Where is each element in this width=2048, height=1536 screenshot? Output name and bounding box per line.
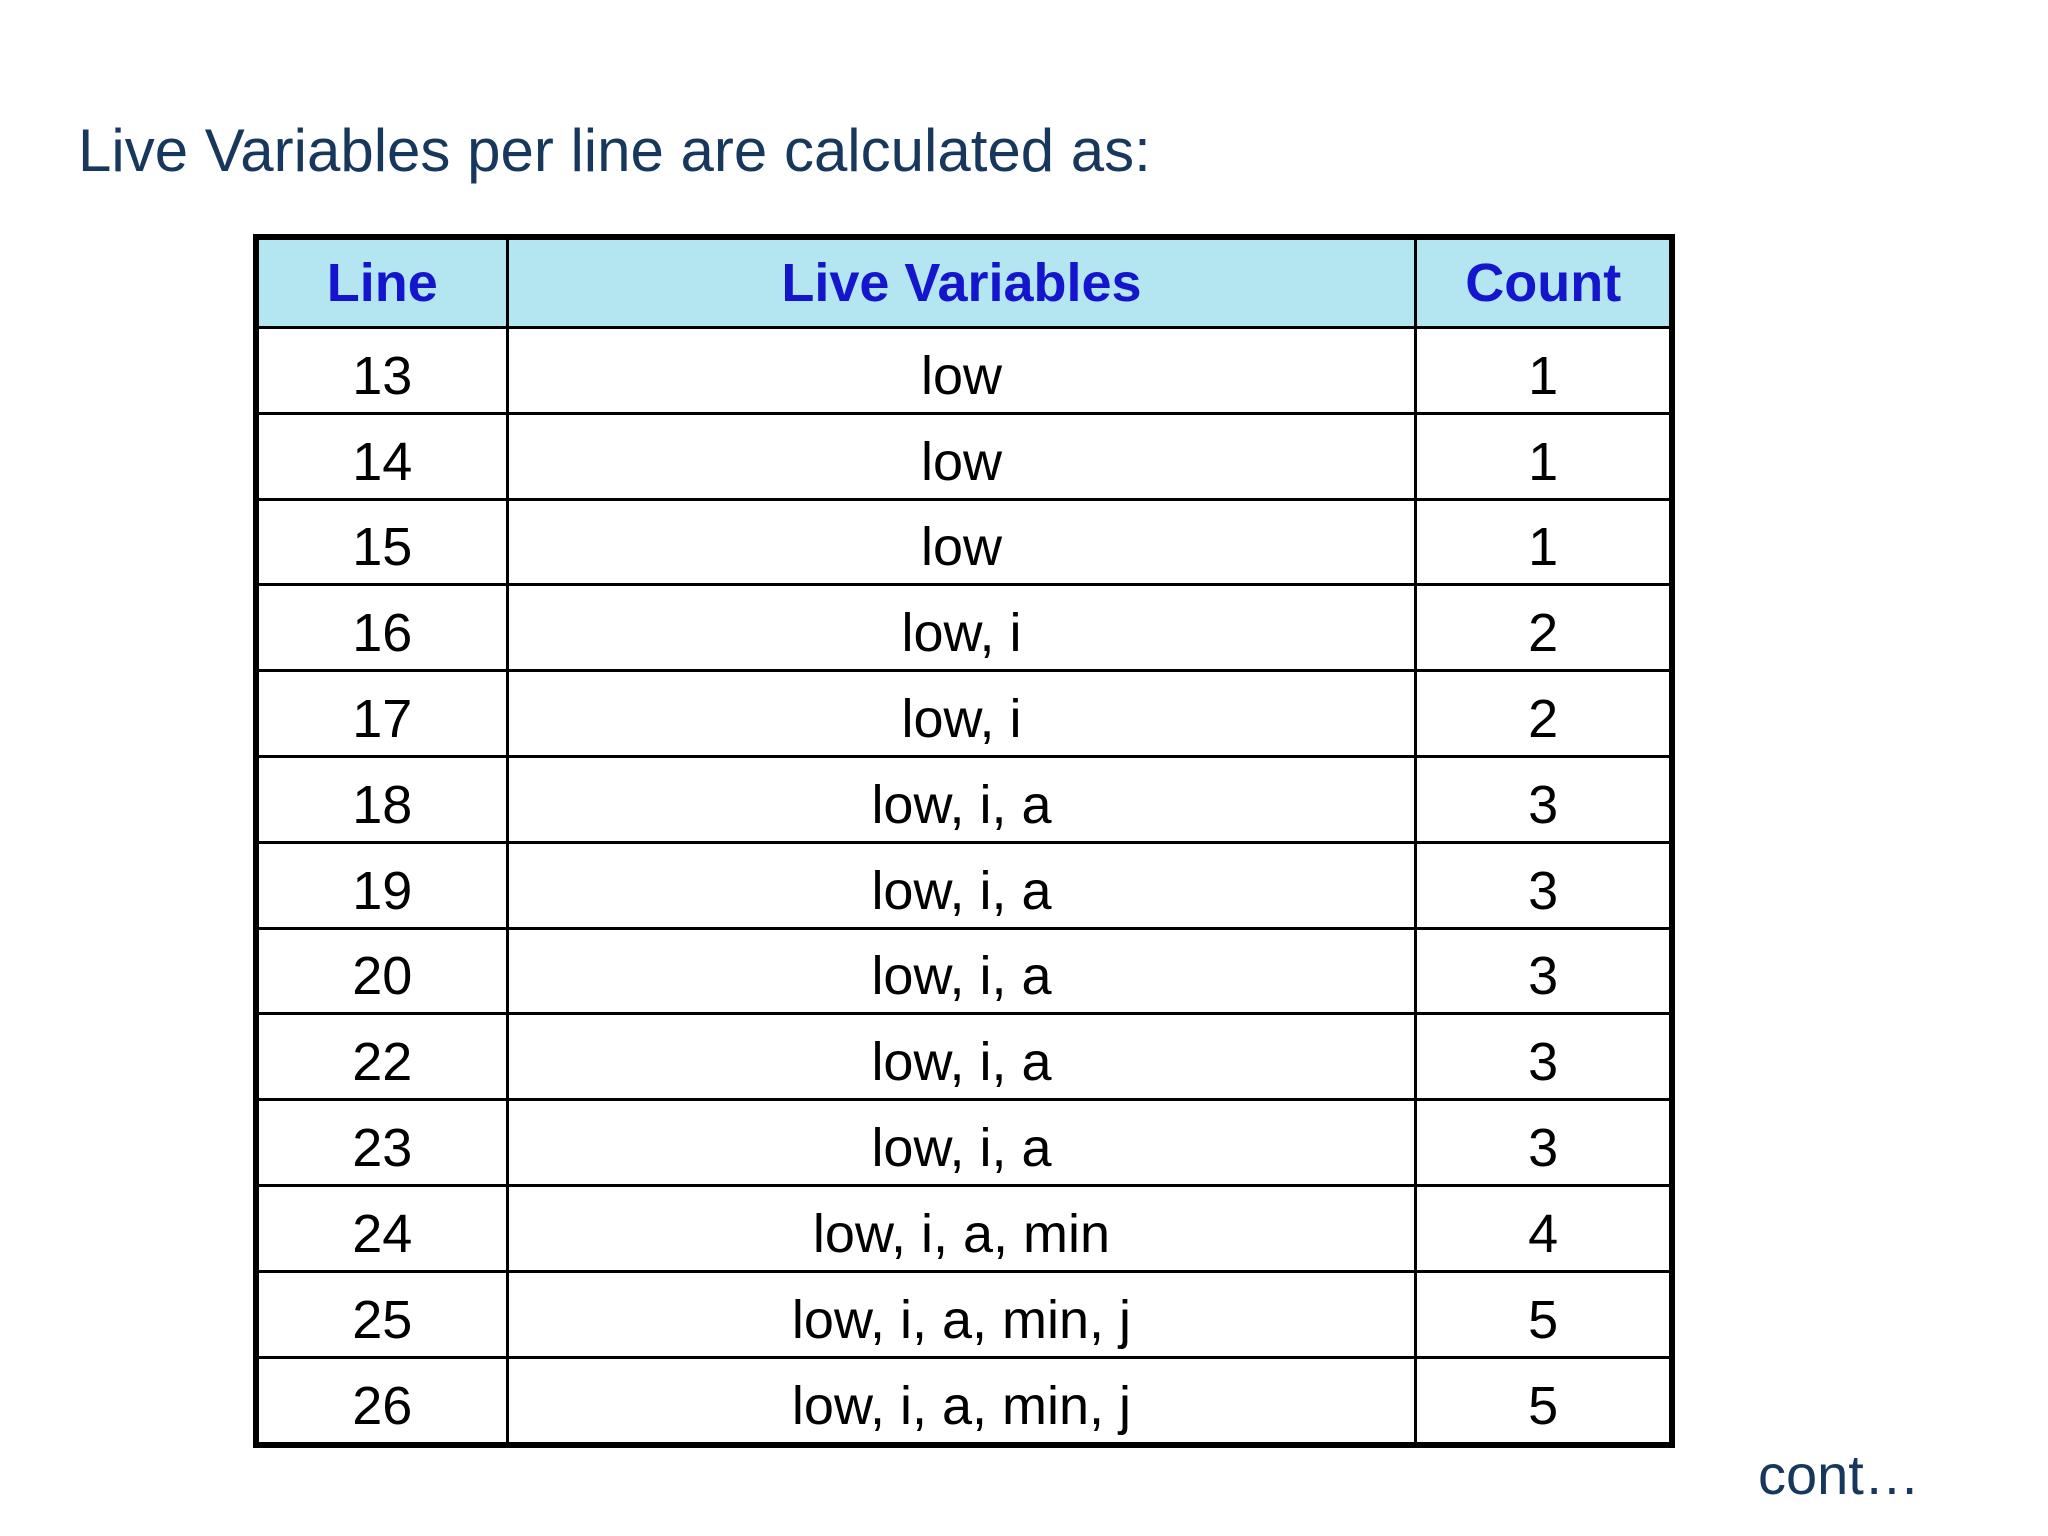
table-header-row: Line Live Variables Count — [254, 235, 1674, 329]
vars-cell: low, i, a — [505, 1012, 1418, 1102]
page-title: Live Variables per line are calculated a… — [78, 117, 1151, 184]
table-row: 23 low, i, a 3 — [254, 1098, 1674, 1187]
line-cell: 24 — [254, 1183, 509, 1273]
line-cell: 19 — [254, 840, 509, 930]
live-variables-table: Line Live Variables Count 13 low 1 14 lo… — [253, 234, 1675, 1448]
line-cell: 13 — [254, 326, 509, 415]
vars-cell: low, i, a, min, j — [505, 1355, 1418, 1447]
count-cell: 1 — [1414, 326, 1674, 415]
count-cell: 5 — [1414, 1355, 1674, 1447]
line-cell: 23 — [254, 1098, 509, 1187]
line-cell: 15 — [254, 497, 509, 587]
count-cell: 5 — [1414, 1269, 1674, 1359]
count-cell: 3 — [1414, 1098, 1674, 1187]
table-row: 15 low 1 — [254, 497, 1674, 587]
vars-cell: low, i — [505, 669, 1418, 758]
table-row: 22 low, i, a 3 — [254, 1012, 1674, 1102]
table-row: 18 low, i, a 3 — [254, 754, 1674, 844]
vars-cell: low, i, a — [505, 926, 1418, 1016]
line-cell: 17 — [254, 669, 509, 758]
count-cell: 3 — [1414, 1012, 1674, 1102]
table-row: 26 low, i, a, min, j 5 — [254, 1355, 1674, 1447]
table-row: 19 low, i, a 3 — [254, 840, 1674, 930]
line-cell: 22 — [254, 1012, 509, 1102]
vars-cell: low — [505, 411, 1418, 501]
vars-cell: low, i, a, min, j — [505, 1269, 1418, 1359]
line-cell: 18 — [254, 754, 509, 844]
count-cell: 3 — [1414, 926, 1674, 1016]
count-cell: 1 — [1414, 497, 1674, 587]
vars-cell: low, i, a, min — [505, 1183, 1418, 1273]
line-cell: 26 — [254, 1355, 509, 1447]
table-row: 16 low, i 2 — [254, 583, 1674, 673]
vars-cell: low, i, a — [505, 754, 1418, 844]
vars-cell: low, i, a — [505, 1098, 1418, 1187]
column-header-live-variables: Live Variables — [505, 235, 1418, 329]
count-cell: 1 — [1414, 411, 1674, 501]
vars-cell: low, i, a — [505, 840, 1418, 930]
line-cell: 16 — [254, 583, 509, 673]
table-row: 24 low, i, a, min 4 — [254, 1183, 1674, 1273]
column-header-line: Line — [254, 235, 509, 329]
count-cell: 3 — [1414, 754, 1674, 844]
count-cell: 3 — [1414, 840, 1674, 930]
count-cell: 2 — [1414, 669, 1674, 758]
continuation-label: cont… — [1758, 1443, 1920, 1506]
table-row: 25 low, i, a, min, j 5 — [254, 1269, 1674, 1359]
count-cell: 2 — [1414, 583, 1674, 673]
line-cell: 14 — [254, 411, 509, 501]
count-cell: 4 — [1414, 1183, 1674, 1273]
vars-cell: low — [505, 326, 1418, 415]
table-row: 14 low 1 — [254, 411, 1674, 501]
line-cell: 20 — [254, 926, 509, 1016]
table-row: 17 low, i 2 — [254, 669, 1674, 758]
table-row: 13 low 1 — [254, 326, 1674, 415]
vars-cell: low — [505, 497, 1418, 587]
column-header-count: Count — [1414, 235, 1674, 329]
table-row: 20 low, i, a 3 — [254, 926, 1674, 1016]
line-cell: 25 — [254, 1269, 509, 1359]
vars-cell: low, i — [505, 583, 1418, 673]
